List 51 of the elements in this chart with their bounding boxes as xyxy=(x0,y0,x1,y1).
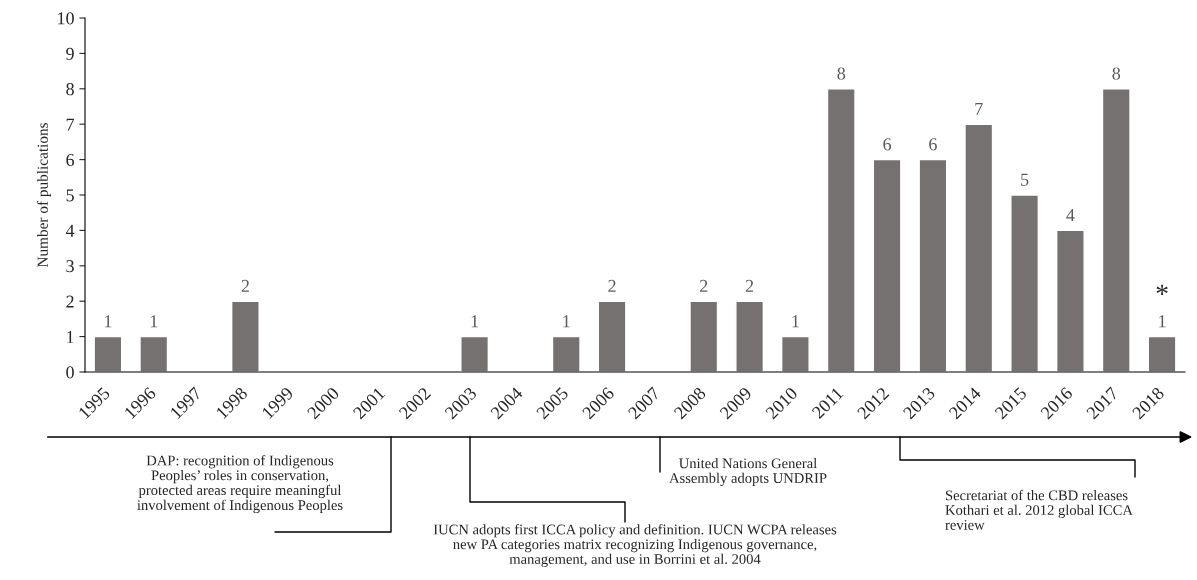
data-label: 4 xyxy=(1066,209,1075,221)
y-tick-label: 0 xyxy=(66,366,74,379)
data-label: 5 xyxy=(1021,173,1029,186)
data-label: 2 xyxy=(700,279,708,292)
data-label: 2 xyxy=(608,279,616,292)
bar xyxy=(139,335,169,372)
y-tick-label: 4 xyxy=(65,224,75,237)
bar xyxy=(964,123,994,372)
bar xyxy=(93,335,123,372)
bar xyxy=(230,300,260,372)
data-label: 1 xyxy=(104,315,112,328)
bar xyxy=(689,300,719,372)
y-tick-label: 2 xyxy=(66,295,74,308)
data-label: 8 xyxy=(837,67,846,80)
y-tick-label: 5 xyxy=(66,189,74,202)
data-label: 1 xyxy=(563,315,570,328)
y-tick-label: 3 xyxy=(66,260,74,273)
y-tick-label: 9 xyxy=(66,47,74,60)
bar xyxy=(826,88,856,372)
bar xyxy=(918,158,948,372)
bar xyxy=(460,335,490,372)
data-label: 1 xyxy=(1159,315,1166,328)
bar xyxy=(551,335,581,372)
y-tick-label: 10 xyxy=(58,12,74,25)
bar xyxy=(780,335,810,372)
bar xyxy=(735,300,765,372)
bar xyxy=(1147,335,1177,372)
y-axis-title: Number of publications xyxy=(36,123,51,268)
y-tick-label: 6 xyxy=(66,153,75,167)
data-label: 2 xyxy=(745,279,754,292)
data-label: 2 xyxy=(241,279,249,292)
bar xyxy=(1101,88,1131,372)
text: Secretariat of the CBD releases Kothari et al. 2012 global ICCA review xyxy=(945,489,1133,530)
y-tick-label: 8 xyxy=(66,83,74,96)
bar xyxy=(872,158,902,372)
y-tick-label: 7 xyxy=(66,118,75,131)
bar xyxy=(1010,194,1040,372)
data-label: 1 xyxy=(792,315,799,328)
bar xyxy=(1055,229,1085,372)
text: United Nations General Assembly adopts UNDRIP xyxy=(669,458,827,487)
data-label: 6 xyxy=(929,138,937,151)
data-label: 7 xyxy=(975,102,983,115)
bar xyxy=(597,300,627,372)
data-label: 1 xyxy=(471,315,479,328)
y-tick-label: 1 xyxy=(67,330,74,343)
data-label: 1 xyxy=(150,315,158,328)
data-label: 6 xyxy=(883,138,892,151)
data-label: 8 xyxy=(1112,67,1121,80)
annotation: * xyxy=(1156,284,1168,295)
text: IUCN adopts first ICCA policy and definition. IUCN WCPA releases new PA categories matrix recognizing Indigenous governance, management, and use in Borrini et al. 2004 xyxy=(433,524,837,567)
text: DAP: recognition of Indigenous Peoples’ roles in conservation, protected areas require meaningful involvement of Indigenous Peoples xyxy=(137,455,343,514)
